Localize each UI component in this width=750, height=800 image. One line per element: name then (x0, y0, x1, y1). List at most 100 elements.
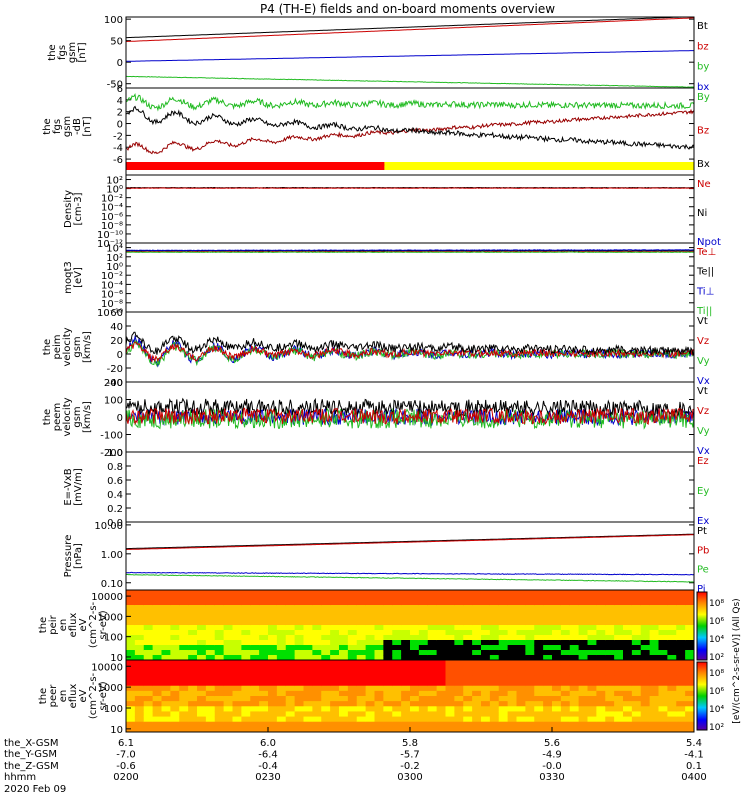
spectrogram-cell (481, 716, 491, 723)
spectrogram-cell (232, 620, 242, 626)
spectrogram-cell (347, 595, 358, 601)
spectrogram-cell (152, 635, 162, 641)
spectrogram-cell (463, 721, 473, 728)
spectrogram-cell (596, 595, 606, 601)
spectrogram-cell (250, 595, 260, 601)
spectrogram-cell (259, 610, 269, 616)
spectrogram-cell (614, 670, 624, 676)
xtick-label-the_Z-GSM: -0.4 (258, 761, 278, 772)
spectrogram-cell (489, 655, 500, 661)
spectrogram-cell (516, 615, 526, 621)
spectrogram-cell (578, 605, 588, 611)
spectrogram-cell (569, 605, 580, 611)
spectrogram-cell (596, 721, 606, 728)
spectrogram-cell (640, 645, 651, 651)
spectrogram-cell (179, 721, 189, 728)
spectrogram-cell (197, 680, 207, 687)
spectrogram-cell (312, 610, 322, 616)
spectrogram-cell (498, 640, 509, 646)
spectrogram-cell (481, 680, 491, 687)
spectrogram-cell (276, 590, 287, 596)
spectrogram-cell (596, 716, 606, 723)
spectrogram-cell (374, 595, 384, 601)
spectrogram-cell (188, 726, 198, 733)
spectrogram-cell (294, 600, 304, 606)
spectrogram-cell (259, 650, 269, 656)
spectrogram-cell (587, 670, 597, 676)
spectrogram-cell (454, 721, 464, 728)
spectrogram-cell (276, 726, 287, 733)
spectrogram-cell (614, 665, 624, 671)
spectrogram-cell (605, 660, 615, 666)
spectrogram-cell (427, 680, 438, 687)
spectrogram-cell (525, 655, 535, 661)
spectrogram-cell (188, 620, 198, 626)
spectrogram-cell (410, 696, 420, 702)
spectrogram-cell (294, 630, 304, 636)
spectrogram-cell (197, 670, 207, 676)
spectrogram-cell (418, 726, 429, 733)
spectrogram-cell (667, 721, 677, 728)
spectrogram-cell (623, 685, 633, 692)
spectrogram-cell (507, 701, 517, 707)
spectrogram-cell (640, 605, 651, 611)
spectrogram-cell (179, 665, 189, 671)
spectrogram-cell (188, 675, 198, 682)
spectrogram-cell (525, 590, 535, 596)
spectrogram-cell (392, 605, 402, 611)
spectrogram-cell (623, 610, 633, 616)
spectrogram-cell (179, 640, 189, 646)
spectrogram-cell (587, 610, 597, 616)
spectrogram-cell (427, 675, 438, 682)
spectrogram-cell (152, 655, 162, 661)
spectrogram-cell (463, 600, 473, 606)
spectrogram-cell (312, 640, 322, 646)
spectrogram-cell (552, 650, 562, 656)
spectrogram-cell (427, 701, 438, 707)
spectrogram-cell (401, 680, 411, 687)
spectrogram-cell (347, 706, 358, 712)
spectrogram-cell (436, 615, 446, 621)
spectrogram-cell (179, 701, 189, 707)
spectrogram-cell (481, 645, 491, 651)
spectrogram-cell (161, 650, 171, 656)
spectrogram-cell (356, 660, 367, 666)
spectrogram-cell (445, 590, 455, 596)
spectrogram-cell (560, 650, 571, 656)
spectrogram-cell (276, 665, 287, 671)
spectrogram-cell (339, 640, 349, 646)
spectrogram-cell (640, 595, 651, 601)
spectrogram-cell (427, 615, 438, 621)
spectrogram-cell (436, 650, 446, 656)
spectrogram-cell (259, 630, 269, 636)
spectrogram-cell (685, 670, 695, 676)
spectrogram-cell (205, 675, 216, 682)
spectrogram-cell (507, 680, 517, 687)
legend-pressure-Pi: Pi (697, 584, 706, 595)
spectrogram-cell (356, 721, 367, 728)
spectrogram-cell (285, 635, 296, 641)
ylabel-peim: [km/s] (82, 331, 93, 363)
spectrogram-cell (161, 610, 171, 616)
spectrogram-cell (330, 726, 340, 733)
spectrogram-cell (472, 706, 482, 712)
spectrogram-cell (330, 650, 340, 656)
spectrogram-cell (170, 655, 180, 661)
spectrogram-cell (356, 615, 367, 621)
spectrogram-cell (552, 696, 562, 702)
spectrogram-cell (259, 670, 269, 676)
spectrogram-cell (161, 660, 171, 666)
spectrogram-cell (587, 625, 597, 631)
spectrogram-cell (143, 696, 154, 702)
spectrogram-cell (134, 685, 145, 692)
spectrogram-cell (631, 610, 642, 616)
spectrogram-cell (516, 655, 526, 661)
series-fgs-Bt (125, 16, 694, 39)
spectrogram-cell (525, 650, 535, 656)
spectrogram-cell (498, 655, 509, 661)
spectrogram-cell (649, 690, 659, 697)
spectrogram-cell (197, 690, 207, 697)
spectrogram-cell (179, 655, 189, 661)
spectrogram-cell (667, 660, 677, 666)
